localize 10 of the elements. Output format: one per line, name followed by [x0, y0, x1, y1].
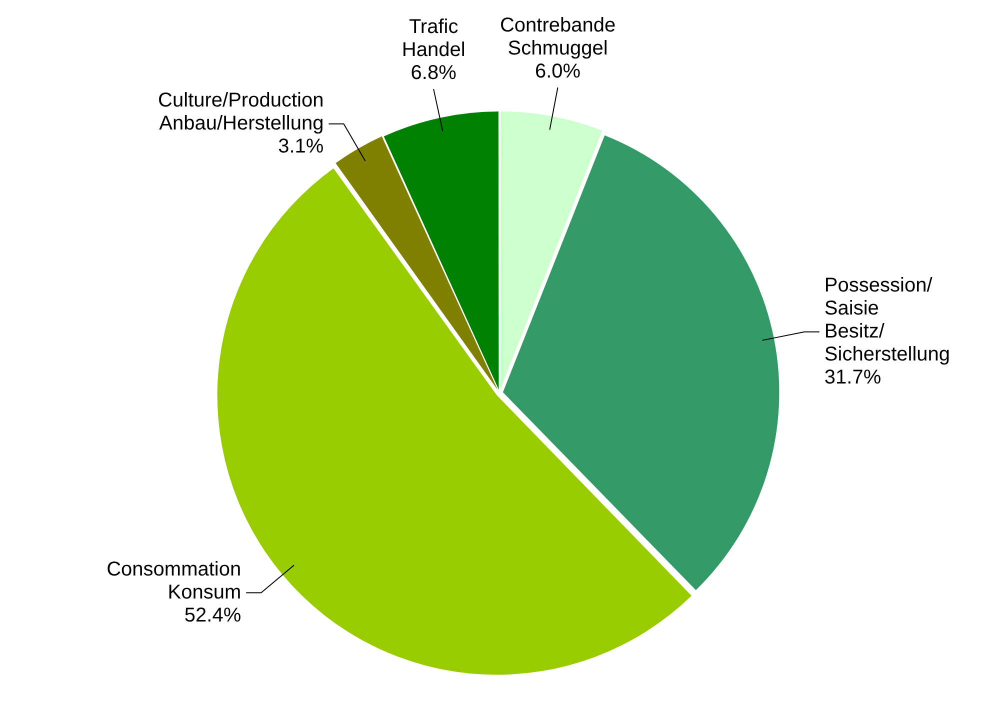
data-label: 6.8% [410, 62, 457, 84]
slice-label: Possession/ Saisie Besitz/ Sicherstellung [824, 274, 950, 366]
slice-label: Contrebande Schmuggel [500, 14, 616, 60]
slice-label: Consommation Konsum [106, 558, 242, 604]
data-label: 52.4% [184, 604, 242, 626]
data-label: 3.1% [278, 135, 324, 158]
data-label: 31.7% [824, 366, 882, 388]
data-label: 6.0% [534, 60, 581, 83]
slice-label: Culture/Production Anbau/Herstellung [158, 89, 324, 134]
slice-label: Trafic Handel [402, 16, 466, 62]
